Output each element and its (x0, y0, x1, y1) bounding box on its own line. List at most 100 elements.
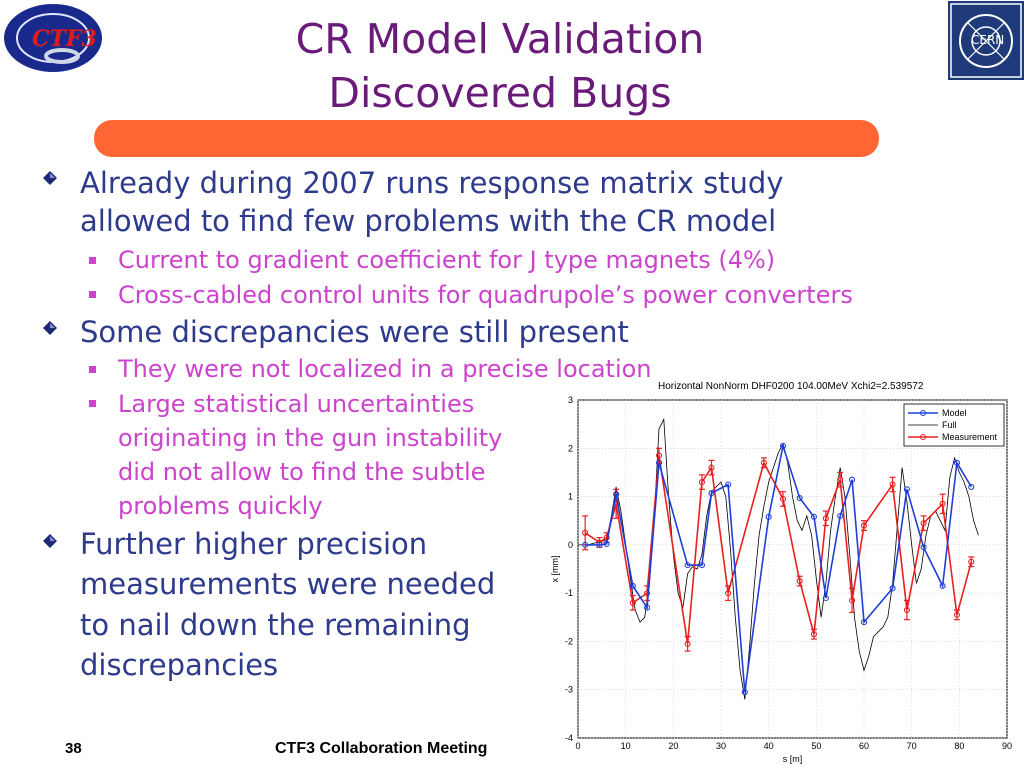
x-tick-label: 30 (716, 741, 726, 751)
x-tick-label: 70 (907, 741, 917, 751)
data-point-measurement (837, 476, 844, 483)
data-point-model (810, 513, 818, 520)
data-point-measurement (920, 520, 927, 527)
bullet-2-line-1: Some discrepancies were still present (80, 315, 629, 349)
slide-title-line-2: Discovered Bugs (328, 69, 672, 117)
orbit-chart: 0 10 20 30 40 50 60 70 80 90 -4 -3 -2 -1 0 1 2 3 s [m] x [m… (550, 395, 1012, 764)
square-bullet-icon (89, 366, 96, 373)
data-point-model (765, 513, 772, 520)
plot-area (577, 399, 1008, 739)
legend-label-measurement: Measurement (942, 432, 998, 442)
data-point-model (708, 490, 715, 497)
subbullet-2: Cross-cabled control units for quadrupol… (118, 281, 853, 309)
data-point-measurement (822, 515, 829, 522)
data-point-measurement (968, 558, 975, 565)
data-point-model (725, 481, 732, 488)
data-point-model (741, 689, 748, 696)
x-tick-label: 10 (621, 741, 631, 751)
bullet-1-line-1: Already during 2007 runs response matrix… (80, 166, 784, 200)
footer-text: CTF3 Collaboration Meeting (275, 740, 488, 757)
bullet-3-line-3: to nail down the remaining (80, 608, 471, 642)
y-tick-label: 1 (568, 492, 573, 502)
data-point-measurement (779, 495, 787, 503)
data-point-measurement (582, 529, 589, 536)
data-point-measurement (644, 590, 651, 597)
cern-logo: CERN (948, 1, 1024, 80)
data-point-model (684, 562, 691, 569)
x-tick-label: 40 (764, 741, 774, 751)
data-point-model (939, 582, 946, 589)
legend-label-model: Model (942, 408, 967, 418)
legend-marker (920, 434, 926, 440)
data-point-model (822, 594, 829, 602)
data-point-model (613, 491, 620, 498)
data-point-measurement (860, 522, 868, 529)
y-tick-label: -4 (565, 733, 573, 743)
data-point-model (698, 562, 705, 569)
square-bullet-icon (89, 400, 96, 407)
data-point-model (860, 619, 868, 626)
legend-marker (920, 410, 926, 416)
data-point-model (849, 476, 856, 483)
x-tick-label: 20 (668, 741, 678, 751)
x-tick-label: 50 (811, 741, 821, 751)
y-tick-label: -2 (565, 636, 573, 646)
data-point-model (920, 544, 927, 551)
ctf3-logo-text: CTF3 (32, 26, 97, 52)
cern-logo-text: CERN (971, 33, 1004, 47)
bullet-3-line-4: discrepancies (80, 648, 279, 682)
bullet-1-line-2: allowed to find few problems with the CR… (80, 204, 777, 238)
subbullet-4-line-3: did not allow to find the subtle (118, 458, 486, 486)
data-point-measurement (684, 640, 691, 647)
data-point-model (603, 540, 610, 547)
subbullet-1: Current to gradient coefficient for J ty… (118, 246, 776, 274)
subbullet-4-line-4: problems quickly (118, 492, 323, 520)
data-point-measurement (725, 590, 732, 597)
square-bullet-icon (89, 291, 96, 298)
data-point-measurement (810, 631, 818, 638)
y-tick-label: 3 (568, 395, 573, 405)
data-point-model (968, 483, 975, 490)
x-tick-label: 0 (575, 741, 580, 751)
ctf3-logo: CTF3 (4, 4, 102, 72)
y-tick-label: 0 (568, 540, 573, 550)
chart-title: Horizontal NonNorm DHF0200 104.00MeV Xch… (658, 381, 924, 392)
data-point-measurement (698, 479, 705, 486)
data-point-model (629, 582, 636, 589)
x-tick-label: 80 (954, 741, 964, 751)
diamond-bullet-icon (43, 321, 57, 335)
data-point-model (779, 442, 787, 449)
data-point-measurement (939, 500, 946, 507)
slide-title-line-1: CR Model Validation (295, 15, 705, 63)
x-tick-label: 60 (859, 741, 869, 751)
data-point-model (582, 541, 589, 548)
data-point-model (655, 459, 663, 466)
data-point-measurement (849, 597, 856, 604)
y-tick-label: 2 (568, 443, 573, 453)
bullet-3-line-1: Further higher precision (80, 527, 428, 561)
subbullet-4-line-1: Large statistical uncertainties (118, 390, 475, 418)
page-number: 38 (65, 740, 82, 757)
x-tick-label: 90 (1002, 741, 1012, 751)
data-point-model (903, 486, 910, 493)
data-point-measurement (953, 611, 961, 618)
data-point-model (889, 585, 896, 592)
legend-label-full: Full (942, 420, 957, 430)
y-axis-label: x [mm] (550, 556, 560, 583)
title-underline-bar (94, 120, 879, 157)
data-point-measurement (796, 578, 803, 585)
data-point-measurement (629, 599, 636, 606)
data-point-model (596, 541, 603, 548)
data-point-model (644, 604, 651, 611)
y-tick-label: -1 (565, 588, 573, 598)
x-axis-label: s [m] (783, 754, 803, 764)
subbullet-4-line-2: originating in the gun instability (118, 424, 503, 452)
data-point-measurement (889, 481, 896, 488)
series-line-model (585, 442, 972, 693)
square-bullet-icon (89, 257, 96, 264)
data-point-measurement (903, 606, 910, 614)
diamond-bullet-icon (43, 534, 57, 548)
y-tick-label: -3 (565, 685, 573, 695)
data-point-model (796, 494, 803, 502)
data-point-measurement (708, 464, 715, 471)
